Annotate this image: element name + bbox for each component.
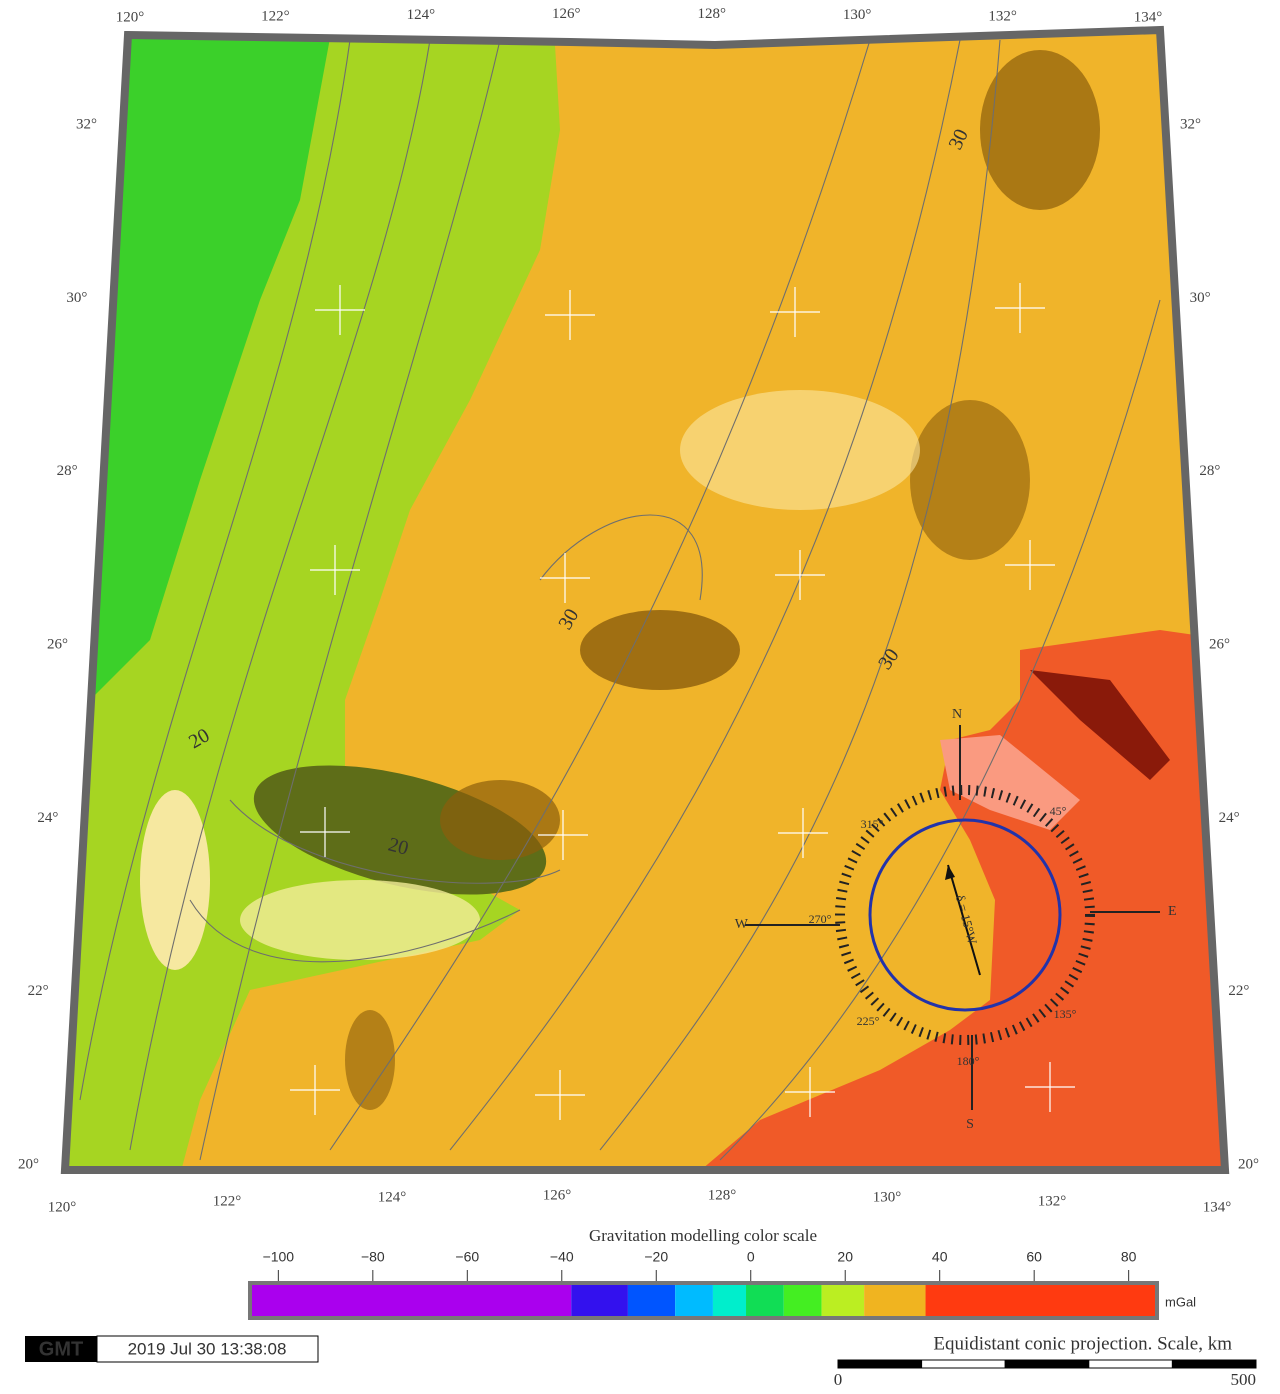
colorbar-segment [627, 1283, 676, 1318]
timestamp: 2019 Jul 30 13:38:08 [128, 1339, 287, 1358]
lon-label: 120° [48, 1200, 77, 1216]
lat-label: 24° [1219, 810, 1240, 826]
lon-label: 126° [552, 6, 581, 22]
colorbar-segment [250, 1283, 572, 1318]
compass-west: W [735, 917, 749, 932]
colorbar-tick-label: −40 [550, 1249, 574, 1265]
lon-label: 130° [843, 7, 872, 23]
lon-label: 132° [1038, 1194, 1067, 1210]
compass-degree: 180° [957, 1054, 980, 1068]
scale-label: 500 [1231, 1370, 1257, 1389]
lat-label: 20° [1238, 1156, 1259, 1172]
lat-label: 24° [37, 810, 58, 826]
logo: GMT [39, 1338, 83, 1360]
contours [79, 39, 1161, 1161]
lon-label: 122° [261, 8, 290, 24]
lat-label: 30° [1190, 290, 1211, 306]
lat-label: 26° [1209, 636, 1230, 652]
colorbar-segment [712, 1283, 747, 1318]
colorbar-tick-label: 0 [747, 1249, 755, 1265]
compass-degree: 45° [1050, 804, 1067, 818]
compass [745, 725, 1160, 1110]
colorbar-segment [675, 1283, 713, 1318]
scale-segment [837, 1359, 923, 1369]
colorbar-tick-label: −100 [263, 1249, 295, 1265]
lat-label: 26° [47, 636, 68, 652]
lat-label: 20° [18, 1156, 39, 1172]
projection-caption: Equidistant conic projection. Scale, km [933, 1333, 1232, 1354]
scale-segment [1004, 1359, 1090, 1369]
lat-label: 22° [28, 983, 49, 999]
lat-label: 28° [57, 463, 78, 479]
logo-box [25, 1336, 97, 1362]
scale-segment [1171, 1359, 1257, 1369]
lon-label: 132° [988, 8, 1017, 24]
colorbar-segment [746, 1283, 784, 1318]
lon-label: 128° [697, 6, 726, 22]
lat-label: 32° [1180, 116, 1201, 132]
lon-label: 130° [873, 1190, 902, 1206]
colorbar-tick-label: 80 [1121, 1249, 1137, 1265]
lon-label: 124° [378, 1190, 407, 1206]
colorbar-unit: mGal [1165, 1294, 1196, 1309]
colorbar-tick-label: −20 [644, 1249, 668, 1265]
lon-label: 124° [407, 7, 436, 23]
graticule [290, 283, 1075, 1120]
lat-label: 32° [76, 116, 97, 132]
colorbar-tick-label: 40 [932, 1249, 948, 1265]
lon-label: 134° [1134, 10, 1163, 26]
lon-label: 128° [708, 1188, 737, 1204]
lon-label: 126° [543, 1188, 572, 1204]
colorbar-segment [783, 1283, 822, 1318]
compass-north: N [952, 707, 962, 722]
lon-label: 122° [213, 1194, 242, 1210]
lat-label: 28° [1199, 463, 1220, 479]
gravity-map [65, 30, 1225, 1170]
compass-degree: 135° [1054, 1007, 1077, 1021]
colorbar-segment [821, 1283, 865, 1318]
colorbar-segment [571, 1283, 628, 1318]
compass-degree: 270° [809, 912, 832, 926]
colorbar-tick-label: 20 [837, 1249, 853, 1265]
timestamp-box [96, 1335, 319, 1363]
scale-segment [921, 1359, 1006, 1369]
compass-south: S [966, 1117, 974, 1132]
colorbar-frame [248, 1281, 1159, 1320]
compass-degree: 225° [857, 1014, 880, 1028]
colorbar-segment [864, 1283, 926, 1318]
colorbar-tick-label: −60 [455, 1249, 479, 1265]
compass-east: E [1168, 904, 1177, 919]
scale-label: 0 [834, 1370, 843, 1389]
colorbar-segment [925, 1283, 1157, 1318]
lon-label: 134° [1203, 1200, 1232, 1216]
lat-label: 22° [1228, 983, 1249, 999]
colorbar-tick-label: −80 [361, 1249, 385, 1265]
colorbar-title: Gravitation modelling color scale [589, 1226, 817, 1245]
scale-segment [1088, 1359, 1173, 1369]
compass-degree: 315° [861, 817, 884, 831]
lat-label: 30° [66, 290, 87, 306]
lon-label: 120° [116, 10, 145, 26]
colorbar-tick-label: 60 [1026, 1249, 1042, 1265]
map-frame [60, 25, 1230, 1174]
